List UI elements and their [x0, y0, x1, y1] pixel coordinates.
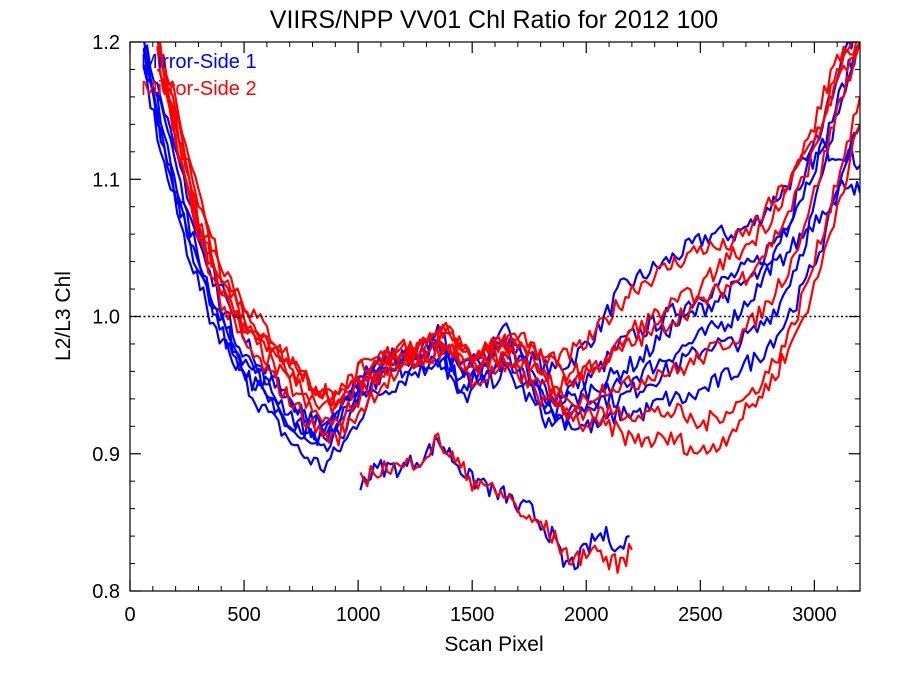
legend-entry-1: Mirror-Side 1 — [141, 51, 257, 73]
legend: Mirror-Side 1 Mirror-Side 2 — [141, 51, 257, 100]
series-line-1-profile-7 — [359, 434, 630, 571]
x-axis-label: Scan Pixel — [444, 633, 543, 656]
y-tick-label: 0.9 — [92, 444, 120, 466]
x-tick-label: 2500 — [678, 604, 723, 626]
series-line-2-profile-2 — [156, 42, 860, 428]
y-tick-label: 1.0 — [92, 307, 120, 329]
x-tick-label: 3000 — [792, 604, 837, 626]
series-line-1-profile-4 — [142, 42, 860, 443]
series-line-2-profile-5 — [156, 46, 860, 456]
x-tick-label: 1500 — [450, 604, 495, 626]
y-tick-label: 1.2 — [92, 32, 120, 54]
series-line-2-profile-7 — [359, 432, 633, 574]
series-line-2-profile-3 — [156, 42, 860, 447]
legend-entry-2: Mirror-Side 2 — [141, 78, 257, 100]
x-tick-label: 1000 — [336, 604, 381, 626]
x-tick-label: 500 — [227, 604, 260, 626]
y-axis-label: L2/L3 Chl — [52, 271, 75, 361]
y-tick-label: 1.1 — [92, 169, 120, 191]
axes: 0 500 1000 1500 2000 2500 3000 0.8 0.9 1.0 1.1 1.2 — [92, 32, 861, 626]
chart-title: VIIRS/NPP VV01 Chl Ratio for 2012 100 — [270, 6, 718, 34]
x-tick-label: 0 — [124, 604, 135, 626]
x-tick-label: 2000 — [564, 604, 609, 626]
plot-area — [130, 42, 860, 574]
series-line-2-profile-4 — [158, 42, 860, 432]
y-tick-label: 0.8 — [92, 581, 120, 603]
series-line-2-profile-6 — [156, 42, 860, 407]
